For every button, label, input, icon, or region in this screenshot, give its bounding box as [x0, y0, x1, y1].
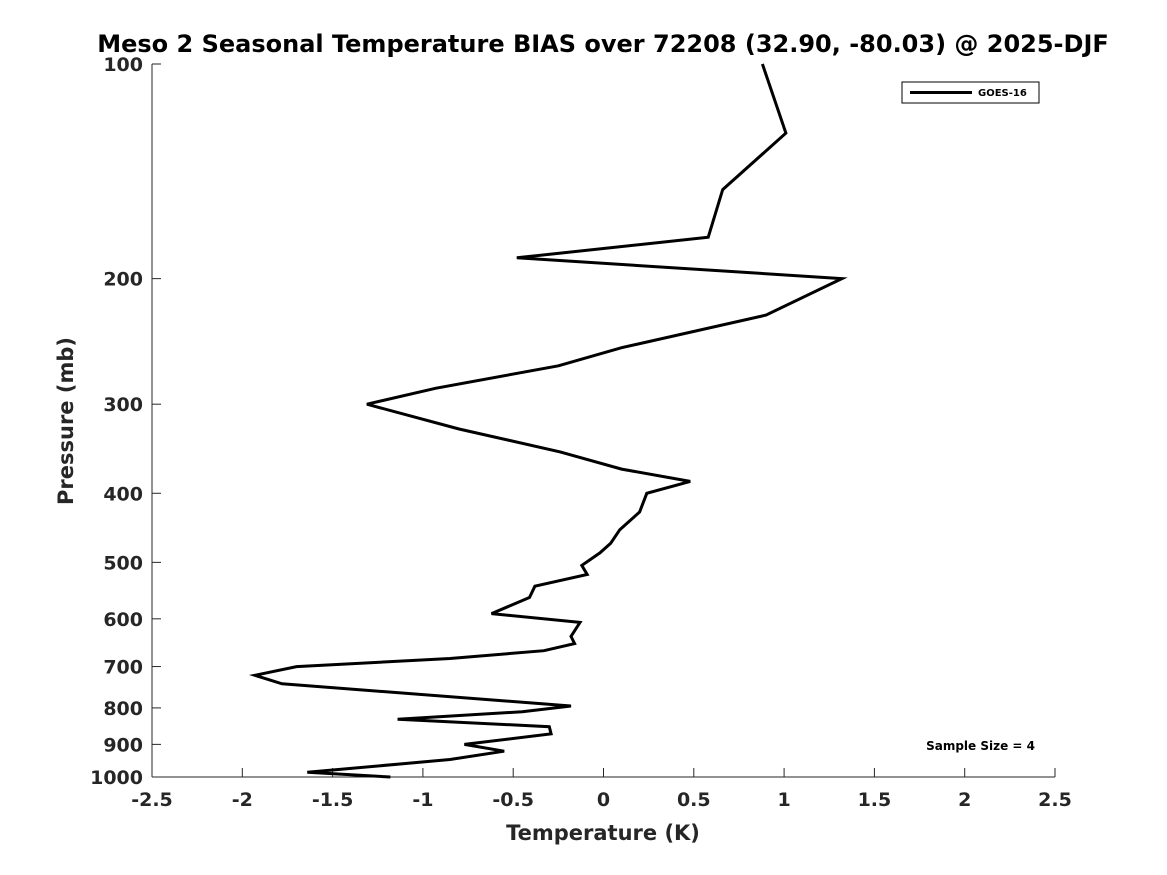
x-tick-label: -1 [412, 789, 433, 811]
y-axis-label: Pressure (mb) [54, 337, 78, 505]
y-tick-label: 100 [103, 54, 143, 76]
tick-labels: -2.5 -2 -1.5 -1 -0.5 0 0.5 1 1.5 2 2.5 100 200 300 400… [90, 54, 1072, 811]
x-tick-label: -1.5 [312, 789, 354, 811]
x-tick-label: 0.5 [677, 789, 711, 811]
x-tick-label: -0.5 [492, 789, 534, 811]
y-tick-label: 600 [103, 609, 143, 631]
legend: GOES-16 [901, 81, 1040, 104]
tick-marks [151, 63, 1056, 778]
sample-size-annotation: Sample Size = 4 [926, 739, 1035, 753]
plot-area [152, 64, 1055, 777]
x-axis-label: Temperature (K) [506, 821, 700, 845]
y-tick-label: 300 [103, 394, 143, 416]
y-tick-label: 200 [103, 269, 143, 291]
x-tick-label: 0 [597, 789, 610, 811]
y-tick-label: 700 [103, 657, 143, 679]
y-tick-label: 1000 [90, 767, 143, 789]
chart-title: Meso 2 Seasonal Temperature BIAS over 72… [97, 30, 1109, 58]
x-tick-label: 1.5 [858, 789, 892, 811]
x-tick-label: -2 [232, 789, 253, 811]
y-tick-label: 800 [103, 698, 143, 720]
x-tick-label: -2.5 [131, 789, 173, 811]
x-tick-label: 1 [777, 789, 790, 811]
x-tick-label: 2.5 [1038, 789, 1072, 811]
y-tick-label: 400 [103, 483, 143, 505]
series-line-goes-16 [248, 63, 848, 779]
y-tick-label: 900 [103, 734, 143, 756]
x-tick-label: 2 [958, 789, 971, 811]
series-layer [248, 63, 848, 779]
legend-entry-goes-16: GOES-16 [978, 88, 1027, 99]
y-tick-label: 500 [103, 552, 143, 574]
